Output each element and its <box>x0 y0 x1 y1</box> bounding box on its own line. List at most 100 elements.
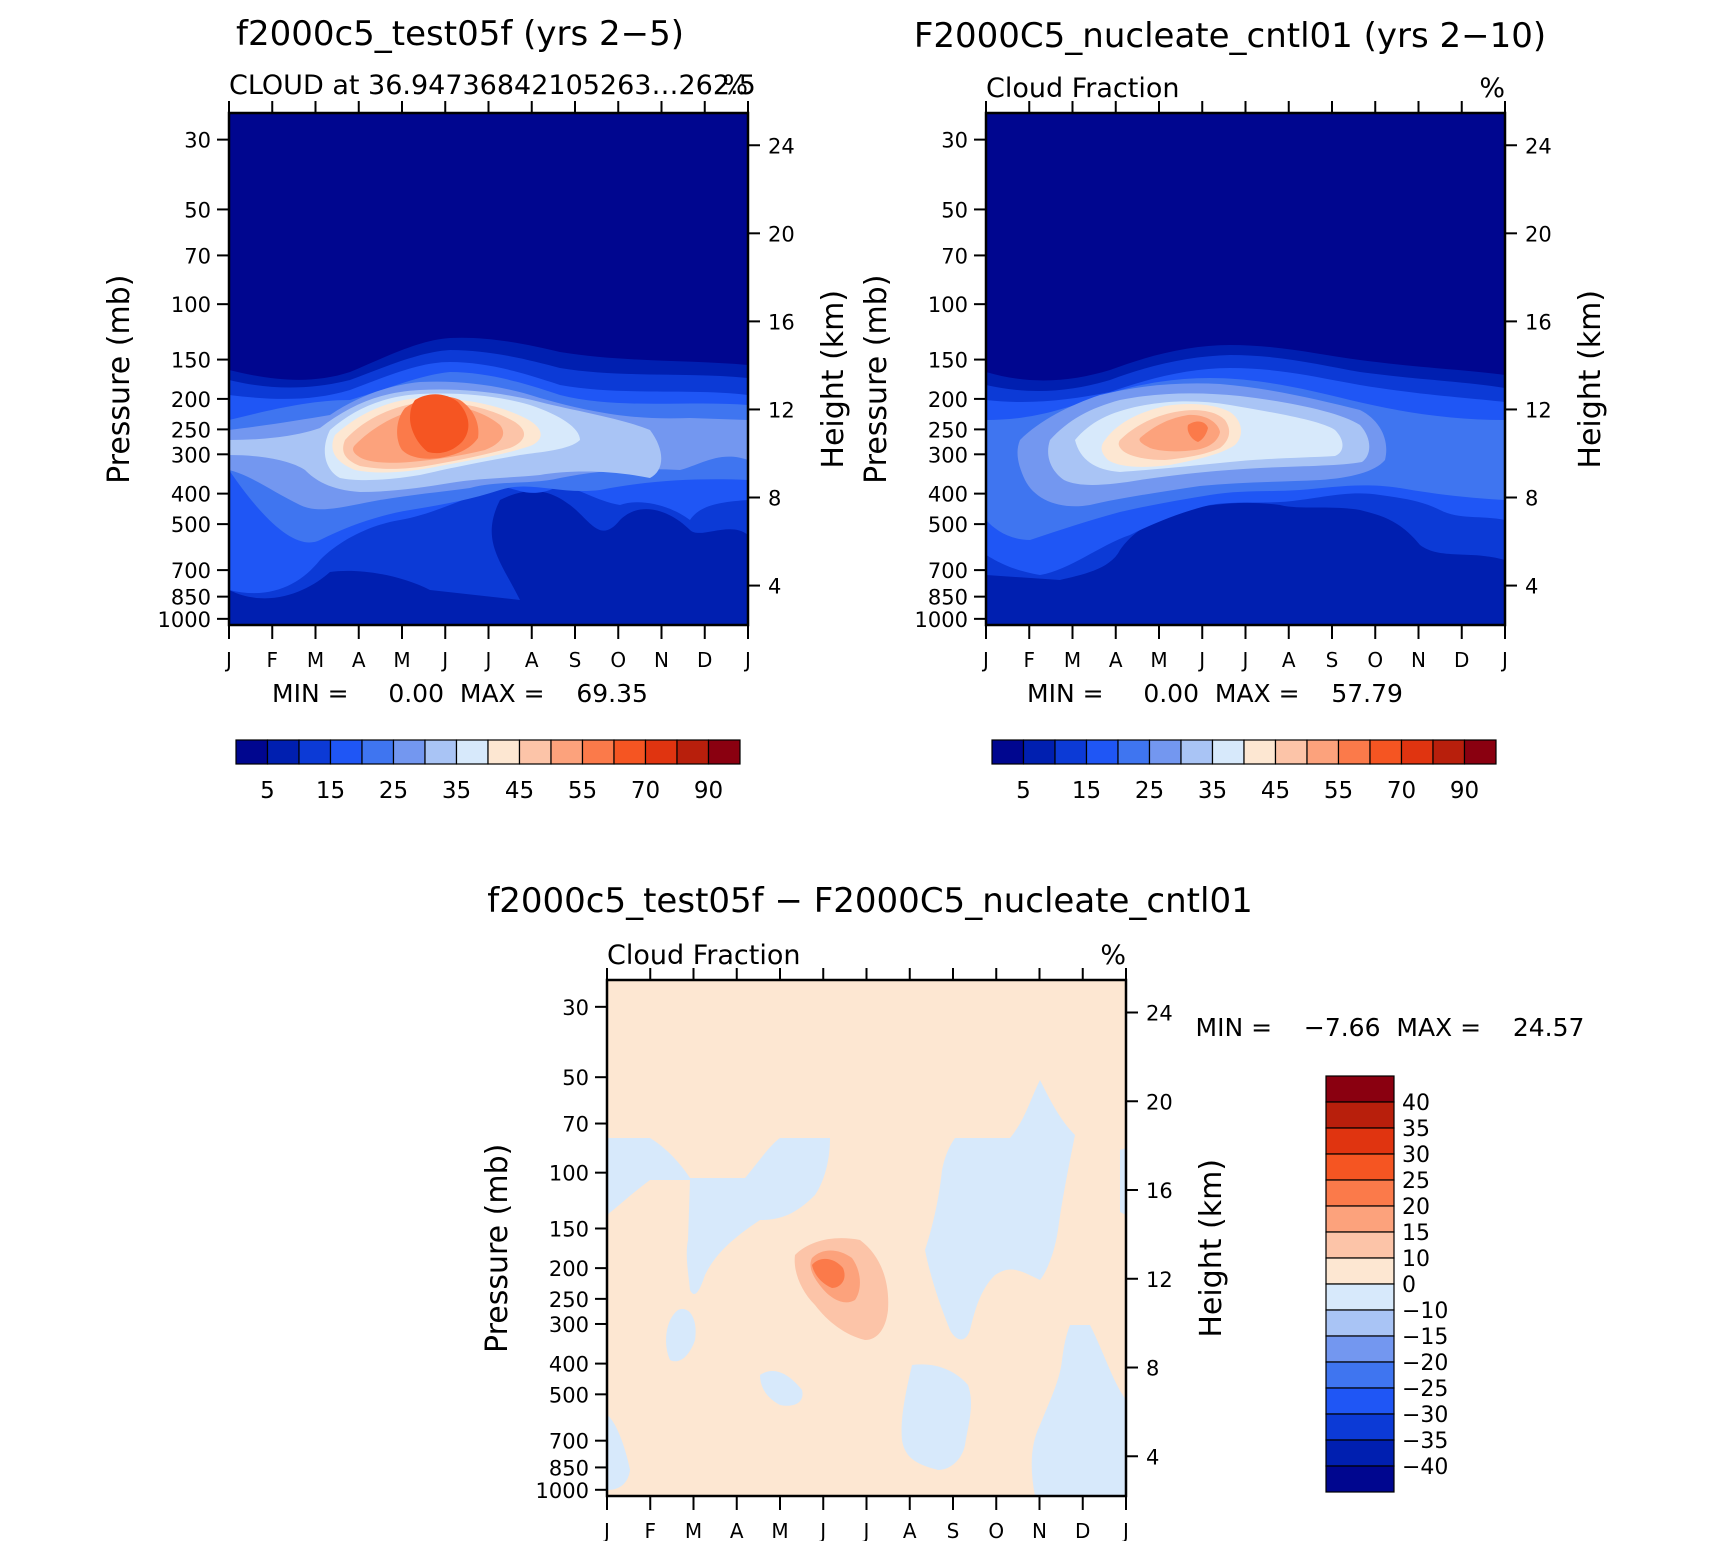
colorbar-swatch <box>1148 739 1182 765</box>
colorbar-swatch <box>581 739 615 765</box>
month-label: J <box>743 648 751 672</box>
month-label: J <box>602 1519 610 1541</box>
contour-fill-neg-left <box>607 1138 830 1295</box>
colorbar-swatch <box>1432 739 1466 765</box>
colorbar-swatch <box>1325 1257 1395 1285</box>
pressure-tick-label: 1000 <box>536 1479 589 1503</box>
colorbar-label: 5 <box>1016 778 1031 804</box>
pressure-tick-label: 150 <box>928 349 968 373</box>
colorbar-swatch <box>329 739 363 765</box>
month-label: O <box>1367 648 1383 672</box>
colorbar-swatch <box>1325 1231 1395 1259</box>
colorbar-swatch <box>1325 1075 1395 1103</box>
month-label: J <box>981 648 989 672</box>
panel-cntl-contours <box>986 113 1505 625</box>
panel-test: f2000c5_test05f (yrs 2−5) CLOUD at 36.94… <box>102 14 851 804</box>
colorbar-swatch <box>1369 739 1403 765</box>
month-label: J <box>862 1519 870 1541</box>
colorbar-swatch <box>991 739 1025 765</box>
colorbar-swatch <box>1022 739 1056 765</box>
month-label: S <box>569 648 582 672</box>
colorbar-swatch <box>1117 739 1151 765</box>
panel-cntl: F2000C5_nucleate_cntl01 (yrs 2−10) Cloud… <box>859 16 1608 804</box>
height-tick-label: 24 <box>1146 1002 1173 1026</box>
colorbar-swatch <box>1325 1309 1395 1337</box>
colorbar-label: −15 <box>1402 1325 1448 1350</box>
month-label: J <box>1197 648 1205 672</box>
contour-fill-neg-right <box>925 1080 1075 1340</box>
colorbar-label: 40 <box>1402 1091 1430 1116</box>
panel-diff-subtitle: Cloud Fraction <box>607 940 800 971</box>
colorbar-label: 35 <box>1402 1117 1430 1142</box>
panel-diff-stats: MIN = −7.66 MAX = 24.57 <box>1196 1013 1585 1042</box>
month-label: J <box>440 648 448 672</box>
colorbar-swatch <box>1325 1465 1395 1493</box>
colorbar-swatch <box>1325 1387 1395 1415</box>
pressure-tick-label: 1000 <box>915 608 968 632</box>
colorbar-label: 90 <box>1450 778 1479 804</box>
colorbar-swatch <box>1325 1283 1395 1311</box>
month-label: A <box>1109 648 1123 672</box>
height-tick-label: 16 <box>1146 1179 1173 1203</box>
month-label: J <box>1121 1519 1129 1541</box>
panel-cntl-subtitle: Cloud Fraction <box>986 73 1179 104</box>
colorbar-label: 0 <box>1402 1273 1416 1298</box>
colorbar-swatch <box>707 739 741 765</box>
pressure-tick-label: 400 <box>928 483 968 507</box>
month-label: J <box>1500 648 1508 672</box>
month-label: M <box>307 648 324 672</box>
month-label: O <box>610 648 626 672</box>
month-label: J <box>224 648 232 672</box>
panel-cntl-colorbar: 5 15 25 35 45 55 70 90 <box>991 739 1497 804</box>
month-label: M <box>771 1519 788 1541</box>
pressure-tick-label: 70 <box>941 244 968 268</box>
pressure-tick-label: 500 <box>171 513 211 537</box>
month-label: F <box>644 1519 656 1541</box>
colorbar-label: 15 <box>1072 778 1101 804</box>
colorbar-label: 30 <box>1402 1143 1430 1168</box>
height-tick-label: 12 <box>1525 398 1552 422</box>
height-tick-label: 4 <box>1146 1445 1159 1469</box>
month-label: D <box>697 648 712 672</box>
colorbar-swatch <box>1054 739 1088 765</box>
pressure-tick-label: 100 <box>928 293 968 317</box>
pressure-tick-label: 70 <box>562 1113 589 1137</box>
contour-fill-neg-corner <box>607 1415 630 1490</box>
colorbar-swatch <box>1400 739 1434 765</box>
colorbar-swatch <box>1337 739 1371 765</box>
colorbar-label: −25 <box>1402 1377 1448 1402</box>
height-tick-label: 20 <box>1525 222 1552 246</box>
height-tick-label: 12 <box>768 398 795 422</box>
pressure-tick-label: 250 <box>549 1288 589 1312</box>
colorbar-swatch <box>1325 1127 1395 1155</box>
pressure-tick-label: 200 <box>928 388 968 412</box>
month-label: S <box>947 1519 960 1541</box>
pressure-tick-label: 300 <box>171 443 211 467</box>
pressure-axis-title: Pressure (mb) <box>480 1144 515 1353</box>
colorbar-swatch <box>1325 1101 1395 1129</box>
colorbar-swatch <box>1325 1179 1395 1207</box>
colorbar-swatch <box>487 739 521 765</box>
month-label: O <box>988 1519 1004 1541</box>
colorbar-swatch <box>1211 739 1245 765</box>
pressure-tick-label: 150 <box>549 1218 589 1242</box>
pressure-tick-label: 200 <box>549 1257 589 1281</box>
height-tick-label: 20 <box>768 222 795 246</box>
colorbar-label: −30 <box>1402 1403 1448 1428</box>
pressure-tick-label: 250 <box>928 418 968 442</box>
colorbar-swatch <box>298 739 332 765</box>
pressure-axis-title: Pressure (mb) <box>859 275 894 484</box>
panel-test-stats: MIN = 0.00 MAX = 69.35 <box>272 679 648 708</box>
colorbar-swatch <box>424 739 458 765</box>
pressure-tick-label: 30 <box>184 129 211 153</box>
contour-fill-neg-se <box>901 1364 972 1470</box>
height-tick-label: 24 <box>1525 134 1552 158</box>
colorbar-swatch <box>1325 1335 1395 1363</box>
panel-diff-units: % <box>1100 940 1126 971</box>
colorbar-label: 55 <box>568 778 597 804</box>
colorbar-label: 25 <box>1135 778 1164 804</box>
pressure-tick-label: 400 <box>171 483 211 507</box>
